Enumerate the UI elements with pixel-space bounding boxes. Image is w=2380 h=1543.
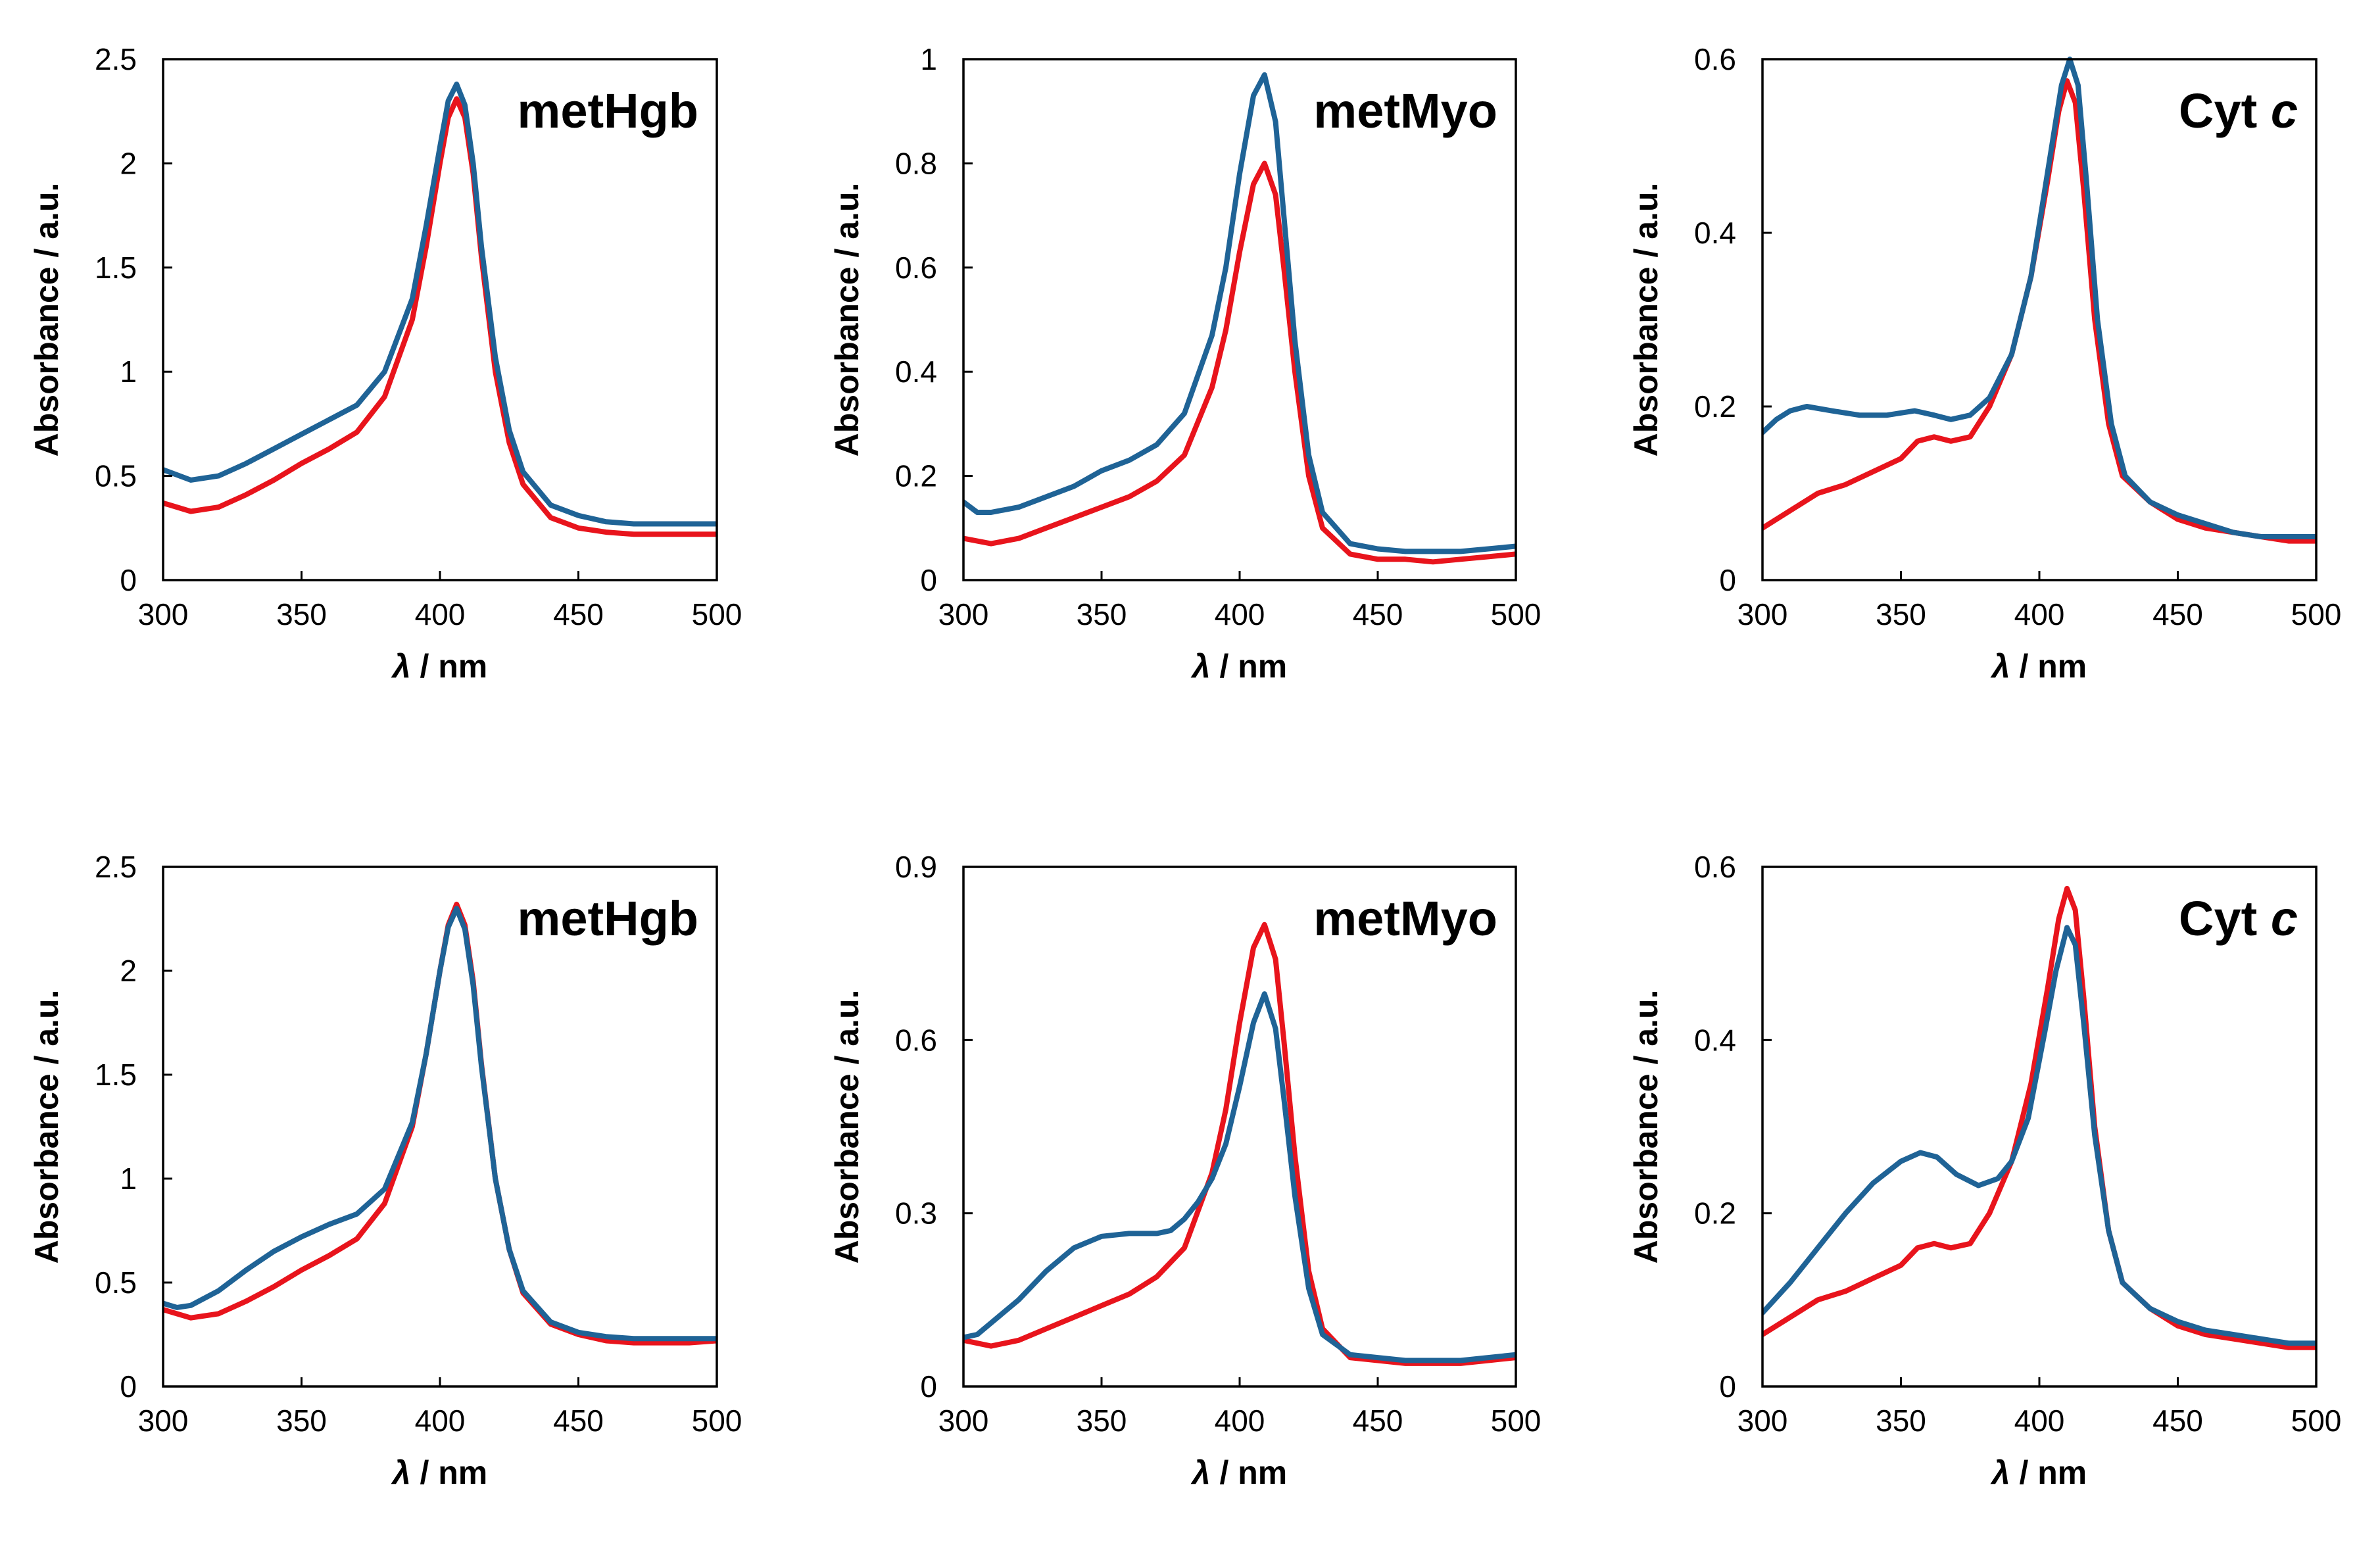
x-tick-label: 500 bbox=[692, 1404, 742, 1438]
y-tick-label: 2 bbox=[120, 146, 137, 180]
x-axis-title: λ / nm bbox=[1990, 1454, 2087, 1491]
panel-title: metHgb bbox=[518, 84, 698, 138]
x-axis-title: λ / nm bbox=[1190, 1454, 1288, 1491]
y-tick-label: 2 bbox=[120, 954, 137, 988]
x-tick-label: 450 bbox=[1353, 597, 1403, 631]
y-tick-label: 0.6 bbox=[1694, 850, 1736, 884]
x-tick-label: 400 bbox=[415, 1404, 466, 1438]
x-tick-label: 500 bbox=[1491, 1404, 1542, 1438]
x-axis-title: λ / nm bbox=[391, 648, 488, 685]
series-line-red bbox=[1762, 78, 2316, 544]
x-axis-title: λ / nm bbox=[391, 1454, 488, 1491]
x-tick-label: 400 bbox=[1215, 1404, 1265, 1438]
series-line-blue bbox=[163, 906, 717, 1342]
x-tick-label: 350 bbox=[1876, 1404, 1926, 1438]
y-axis-title: Absorbance / a.u. bbox=[829, 990, 865, 1264]
y-tick-label: 0.9 bbox=[895, 850, 937, 884]
x-tick-label: 300 bbox=[138, 597, 189, 631]
x-tick-label: 500 bbox=[2291, 1404, 2342, 1438]
y-tick-label: 0.6 bbox=[1694, 42, 1736, 76]
y-tick-label: 0.4 bbox=[1694, 216, 1736, 250]
y-axis-title: Absorbance / a.u. bbox=[829, 183, 865, 457]
x-tick-label: 500 bbox=[2291, 597, 2342, 631]
x-tick-label: 350 bbox=[276, 597, 327, 631]
y-tick-label: 1 bbox=[920, 42, 937, 76]
panel-title: Cyt c bbox=[2179, 84, 2298, 138]
chart-panel-3: 300 350 400 450 500 0 0.2 0.4 0.6 λ / nm Absorbanc… bbox=[1628, 42, 2341, 685]
x-tick-label: 500 bbox=[692, 597, 742, 631]
y-tick-label: 1.5 bbox=[95, 1058, 137, 1092]
y-tick-label: 0.4 bbox=[1694, 1023, 1736, 1057]
x-tick-label: 350 bbox=[1077, 1404, 1127, 1438]
x-tick-label: 450 bbox=[1353, 1404, 1403, 1438]
x-tick-label: 400 bbox=[415, 597, 466, 631]
x-tick-label: 450 bbox=[2152, 1404, 2203, 1438]
chart-panel-2: 300 350 400 450 500 0 0.2 0.4 0.6 0.8 1 λ / nm Absor… bbox=[829, 42, 1541, 685]
x-tick-label: 350 bbox=[1876, 597, 1926, 631]
y-tick-label: 0.5 bbox=[95, 459, 137, 493]
series-line-blue bbox=[1762, 57, 2316, 539]
y-axis-title: Absorbance / a.u. bbox=[28, 990, 65, 1264]
x-tick-label: 500 bbox=[1491, 597, 1542, 631]
panel-title: metMyo bbox=[1313, 84, 1497, 138]
x-tick-label: 450 bbox=[2152, 597, 2203, 631]
y-axis-title: Absorbance / a.u. bbox=[1628, 183, 1664, 457]
x-tick-label: 450 bbox=[553, 1404, 604, 1438]
series-line-red bbox=[963, 160, 1516, 565]
y-tick-label: 0.4 bbox=[895, 355, 937, 389]
y-tick-label: 0.5 bbox=[95, 1265, 137, 1300]
series-line-blue bbox=[1762, 925, 2316, 1346]
y-tick-label: 2.5 bbox=[95, 850, 137, 884]
x-tick-label: 300 bbox=[938, 1404, 989, 1438]
series-line-red bbox=[163, 901, 717, 1346]
series-line-red bbox=[1762, 885, 2316, 1350]
y-tick-label: 0.2 bbox=[1694, 389, 1736, 424]
y-tick-label: 0.6 bbox=[895, 251, 937, 285]
x-tick-label: 300 bbox=[1737, 1404, 1788, 1438]
panel-title: Cyt c bbox=[2179, 891, 2298, 946]
y-axis-title: Absorbance / a.u. bbox=[1628, 990, 1664, 1264]
chart-panel-5: 300 350 400 450 500 0 0.3 0.6 0.9 λ / nm Absorbanc… bbox=[829, 850, 1541, 1491]
series-line-blue bbox=[963, 72, 1516, 554]
chart-panel-1: 300 350 400 450 500 0 0.5 1 1.5 2 2.5 λ / nm Absorba… bbox=[28, 42, 742, 685]
y-tick-label: 0 bbox=[920, 563, 937, 597]
x-tick-label: 400 bbox=[1215, 597, 1265, 631]
x-axis-title: λ / nm bbox=[1190, 648, 1288, 685]
y-axis-title: Absorbance / a.u. bbox=[28, 183, 65, 457]
x-axis-title: λ / nm bbox=[1990, 648, 2087, 685]
series-line-red bbox=[163, 96, 717, 537]
y-tick-label: 0.2 bbox=[895, 459, 937, 493]
series-line-blue bbox=[163, 82, 717, 527]
x-tick-label: 300 bbox=[1737, 597, 1788, 631]
y-tick-label: 0.3 bbox=[895, 1196, 937, 1231]
y-tick-label: 1.5 bbox=[95, 251, 137, 285]
y-tick-label: 0.8 bbox=[895, 146, 937, 180]
panel-title: metMyo bbox=[1313, 891, 1497, 946]
series-line-red bbox=[963, 921, 1516, 1366]
y-tick-label: 1 bbox=[120, 355, 137, 389]
y-tick-label: 0 bbox=[120, 563, 137, 597]
y-tick-label: 0 bbox=[1719, 1369, 1736, 1404]
y-tick-label: 0 bbox=[120, 1369, 137, 1404]
x-tick-label: 300 bbox=[938, 597, 989, 631]
x-tick-label: 350 bbox=[1077, 597, 1127, 631]
y-tick-label: 0.6 bbox=[895, 1023, 937, 1057]
x-tick-label: 400 bbox=[2014, 597, 2065, 631]
y-tick-label: 0 bbox=[920, 1369, 937, 1404]
series-line-blue bbox=[963, 991, 1516, 1363]
chart-panel-6: 300 350 400 450 500 0 0.2 0.4 0.6 λ / nm Absorbanc… bbox=[1628, 850, 2341, 1491]
x-tick-label: 400 bbox=[2014, 1404, 2065, 1438]
x-tick-label: 350 bbox=[276, 1404, 327, 1438]
y-tick-label: 0 bbox=[1719, 563, 1736, 597]
x-tick-label: 300 bbox=[138, 1404, 189, 1438]
chart-panel-4: 300 350 400 450 500 0 0.5 1 1.5 2 2.5 λ / nm Absorba… bbox=[28, 850, 742, 1491]
x-tick-label: 450 bbox=[553, 597, 604, 631]
y-tick-label: 0.2 bbox=[1694, 1196, 1736, 1231]
y-tick-label: 2.5 bbox=[95, 42, 137, 76]
y-tick-label: 1 bbox=[120, 1162, 137, 1196]
panel-title: metHgb bbox=[518, 891, 698, 946]
